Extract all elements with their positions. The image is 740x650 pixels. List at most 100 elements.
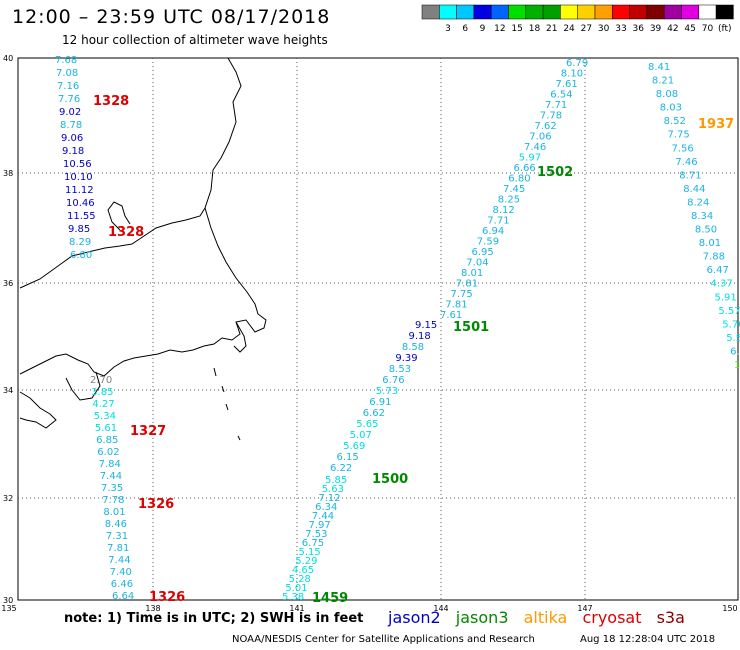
colorbar-label: 18 (529, 24, 541, 34)
wave-height-value: 9.18 (409, 331, 431, 342)
wave-height-value: 6.02 (97, 447, 119, 458)
wave-height-value: 6.95 (472, 247, 494, 258)
wave-height-value: 6.22 (330, 463, 352, 474)
colorbar-label: 42 (667, 24, 678, 34)
wave-height-value: 9.02 (59, 107, 81, 118)
pass-time-label: 1501 (453, 320, 489, 335)
wave-height-value: 5.97 (519, 153, 541, 164)
wave-height-value: 8.10 (561, 69, 583, 80)
colorbar-swatch (715, 4, 734, 20)
wave-height-value: 7.44 (108, 555, 130, 566)
wave-height-value: 7.84 (99, 459, 121, 470)
colorbar-label: 36 (633, 24, 645, 34)
wave-height-value: 9.18 (62, 146, 84, 157)
longitude-label: 138 (145, 604, 160, 613)
wave-height-value: 8.21 (652, 76, 674, 87)
wave-height-value: 7.08 (56, 68, 78, 79)
wave-height-value: 8.29 (69, 237, 91, 248)
wave-height-value: 7.75 (668, 130, 690, 141)
wave-height-value: 6.75 (302, 538, 324, 549)
wave-height-value: 6.34 (315, 502, 337, 513)
colorbar-label: 3 (445, 24, 451, 34)
longitude-label: 150 (722, 604, 737, 613)
wave-height-value: 5.01 (285, 583, 307, 594)
wave-height-value: 7.16 (57, 81, 79, 92)
latitude-label: 32 (3, 494, 13, 503)
footer-credit: NOAA/NESDIS Center for Satellite Applica… (232, 634, 535, 645)
longitude-label: 144 (433, 604, 448, 613)
wave-height-value: 7.46 (675, 157, 697, 168)
wave-height-value: 8.08 (656, 89, 678, 100)
wave-height-value: 9.06 (61, 133, 83, 144)
wave-height-value: 6.47 (707, 265, 729, 276)
legend-jason2: jason2 (388, 608, 441, 627)
wave-height-value: 5.38 (282, 592, 304, 603)
wave-height-value: 8.58 (402, 342, 424, 353)
wave-height-value: 7.06 (529, 132, 551, 143)
wave-height-value: 7.97 (309, 520, 331, 531)
wave-height-value: 6.80 (70, 250, 92, 261)
wave-height-value: 5.65 (356, 419, 378, 430)
wave-height-value: 7.59 (477, 237, 499, 248)
wave-height-value: 8.52 (664, 116, 686, 127)
pass-time-label: 1327 (130, 424, 166, 439)
wave-height-value: 7.61 (440, 310, 462, 321)
wave-height-value: 7.45 (503, 184, 525, 195)
wave-height-value: 8.01 (699, 238, 721, 249)
colorbar-label: 6 (462, 24, 468, 34)
latitude-label: 38 (3, 169, 13, 178)
longitude-label: 141 (289, 604, 304, 613)
wave-height-value: 8.34 (691, 211, 713, 222)
izu-islands (213, 367, 241, 441)
pass-time-label: 1502 (537, 165, 573, 180)
longitude-label: 147 (577, 604, 592, 613)
wave-height-value: 8.46 (105, 519, 127, 530)
latitude-label: 30 (3, 596, 13, 605)
honshu-coast (19, 57, 242, 289)
colorbar-label: 21 (546, 24, 557, 34)
wave-height-value: 7.75 (451, 289, 473, 300)
colorbar-label: 15 (511, 24, 522, 34)
latitude-label: 40 (3, 54, 13, 63)
wave-height-value: 7.68 (55, 55, 77, 66)
wave-height-value: 11.12 (65, 185, 94, 196)
wave-height-value: 7.04 (466, 258, 488, 269)
wave-height-value: 6.64 (112, 591, 134, 602)
wave-height-value: 8.50 (695, 225, 717, 236)
wave-height-value: 9.39 (395, 353, 417, 364)
shikoku-coast (19, 391, 57, 429)
noto-peninsula (107, 201, 131, 231)
wave-height-value: 6.66 (514, 163, 536, 174)
wave-height-value: 5.69 (343, 441, 365, 452)
wave-height-value: 8.53 (389, 364, 411, 375)
wave-height-value: 8.25 (498, 195, 520, 206)
wave-height-value: 6.46 (111, 579, 133, 590)
colorbar-label: 30 (598, 24, 610, 34)
wave-height-value: 3.85 (91, 387, 113, 398)
wave-height-value: 5.28 (289, 574, 311, 585)
wave-height-value: 5.70 (722, 319, 740, 330)
wave-height-value: 8.01 (103, 507, 125, 518)
wave-height-value: 10.46 (66, 198, 95, 209)
wave-height-value: 9.15 (415, 320, 437, 331)
wave-height-value: 6.1 (730, 347, 740, 358)
wave-height-value: 5.63 (322, 484, 344, 495)
wave-height-value: 8.24 (687, 198, 709, 209)
wave-height-value: 5.58 (726, 333, 740, 344)
wave-height-value: 8.78 (60, 120, 82, 131)
wave-height-value: 6.79 (566, 58, 588, 69)
colorbar-label: 27 (581, 24, 592, 34)
wave-height-value: 7.78 (540, 111, 562, 122)
chart-subtitle: 12 hour collection of altimeter wave hei… (62, 33, 328, 47)
wave-height-value: 8.41 (648, 62, 670, 73)
chart-title: 12:00 – 23:59 UTC 08/17/2018 (12, 6, 331, 28)
wave-height-value: 7.46 (524, 142, 546, 153)
wave-height-value: 6.76 (382, 375, 404, 386)
wave-height-value: 6.62 (363, 408, 385, 419)
wave-height-value: 4.65 (292, 565, 314, 576)
wave-height-value: 6.91 (369, 397, 391, 408)
colorbar-label: 12 (494, 24, 505, 34)
latitude-label: 36 (3, 279, 13, 288)
colorbar-label: 33 (615, 24, 626, 34)
